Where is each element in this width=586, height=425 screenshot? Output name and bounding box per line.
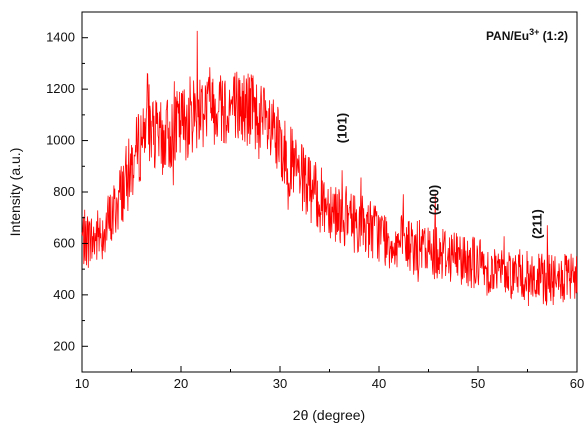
y-tick-label: 1400 — [46, 30, 75, 45]
peak-label: (101) — [334, 113, 349, 143]
y-axis-label: Intensity (a.u.) — [7, 148, 23, 237]
x-tick-label: 20 — [174, 376, 188, 391]
y-tick-label: 1200 — [46, 81, 75, 96]
x-tick-label: 30 — [273, 376, 287, 391]
peak-label: (211) — [529, 209, 544, 239]
series-line — [81, 30, 578, 307]
x-tick-label: 10 — [75, 376, 89, 391]
x-tick-label: 40 — [372, 376, 386, 391]
peak-label: (200) — [426, 185, 441, 215]
legend-superscript: 3+ — [529, 27, 539, 37]
tick-layer: 10 20 30 40 50 60 200 400 600 800 1000 1200 1400 — [46, 30, 584, 391]
x-axis-label: 2θ (degree) — [293, 407, 365, 423]
series-layer — [81, 30, 578, 307]
y-tick-label: 200 — [53, 338, 75, 353]
y-tick-label: 800 — [53, 184, 75, 199]
annotation-layer: (101) (200) (211) — [334, 113, 544, 239]
plot-frame — [81, 11, 578, 373]
x-tick-label: 60 — [570, 376, 584, 391]
legend-suffix: (1:2) — [539, 29, 568, 43]
y-tick-label: 1000 — [46, 133, 75, 148]
legend-base: PAN/Eu — [486, 29, 529, 43]
legend-label: PAN/Eu3+ (1:2) — [486, 27, 568, 43]
y-tick-label: 600 — [53, 235, 75, 250]
y-tick-label: 400 — [53, 287, 75, 302]
x-tick-label: 50 — [471, 376, 485, 391]
